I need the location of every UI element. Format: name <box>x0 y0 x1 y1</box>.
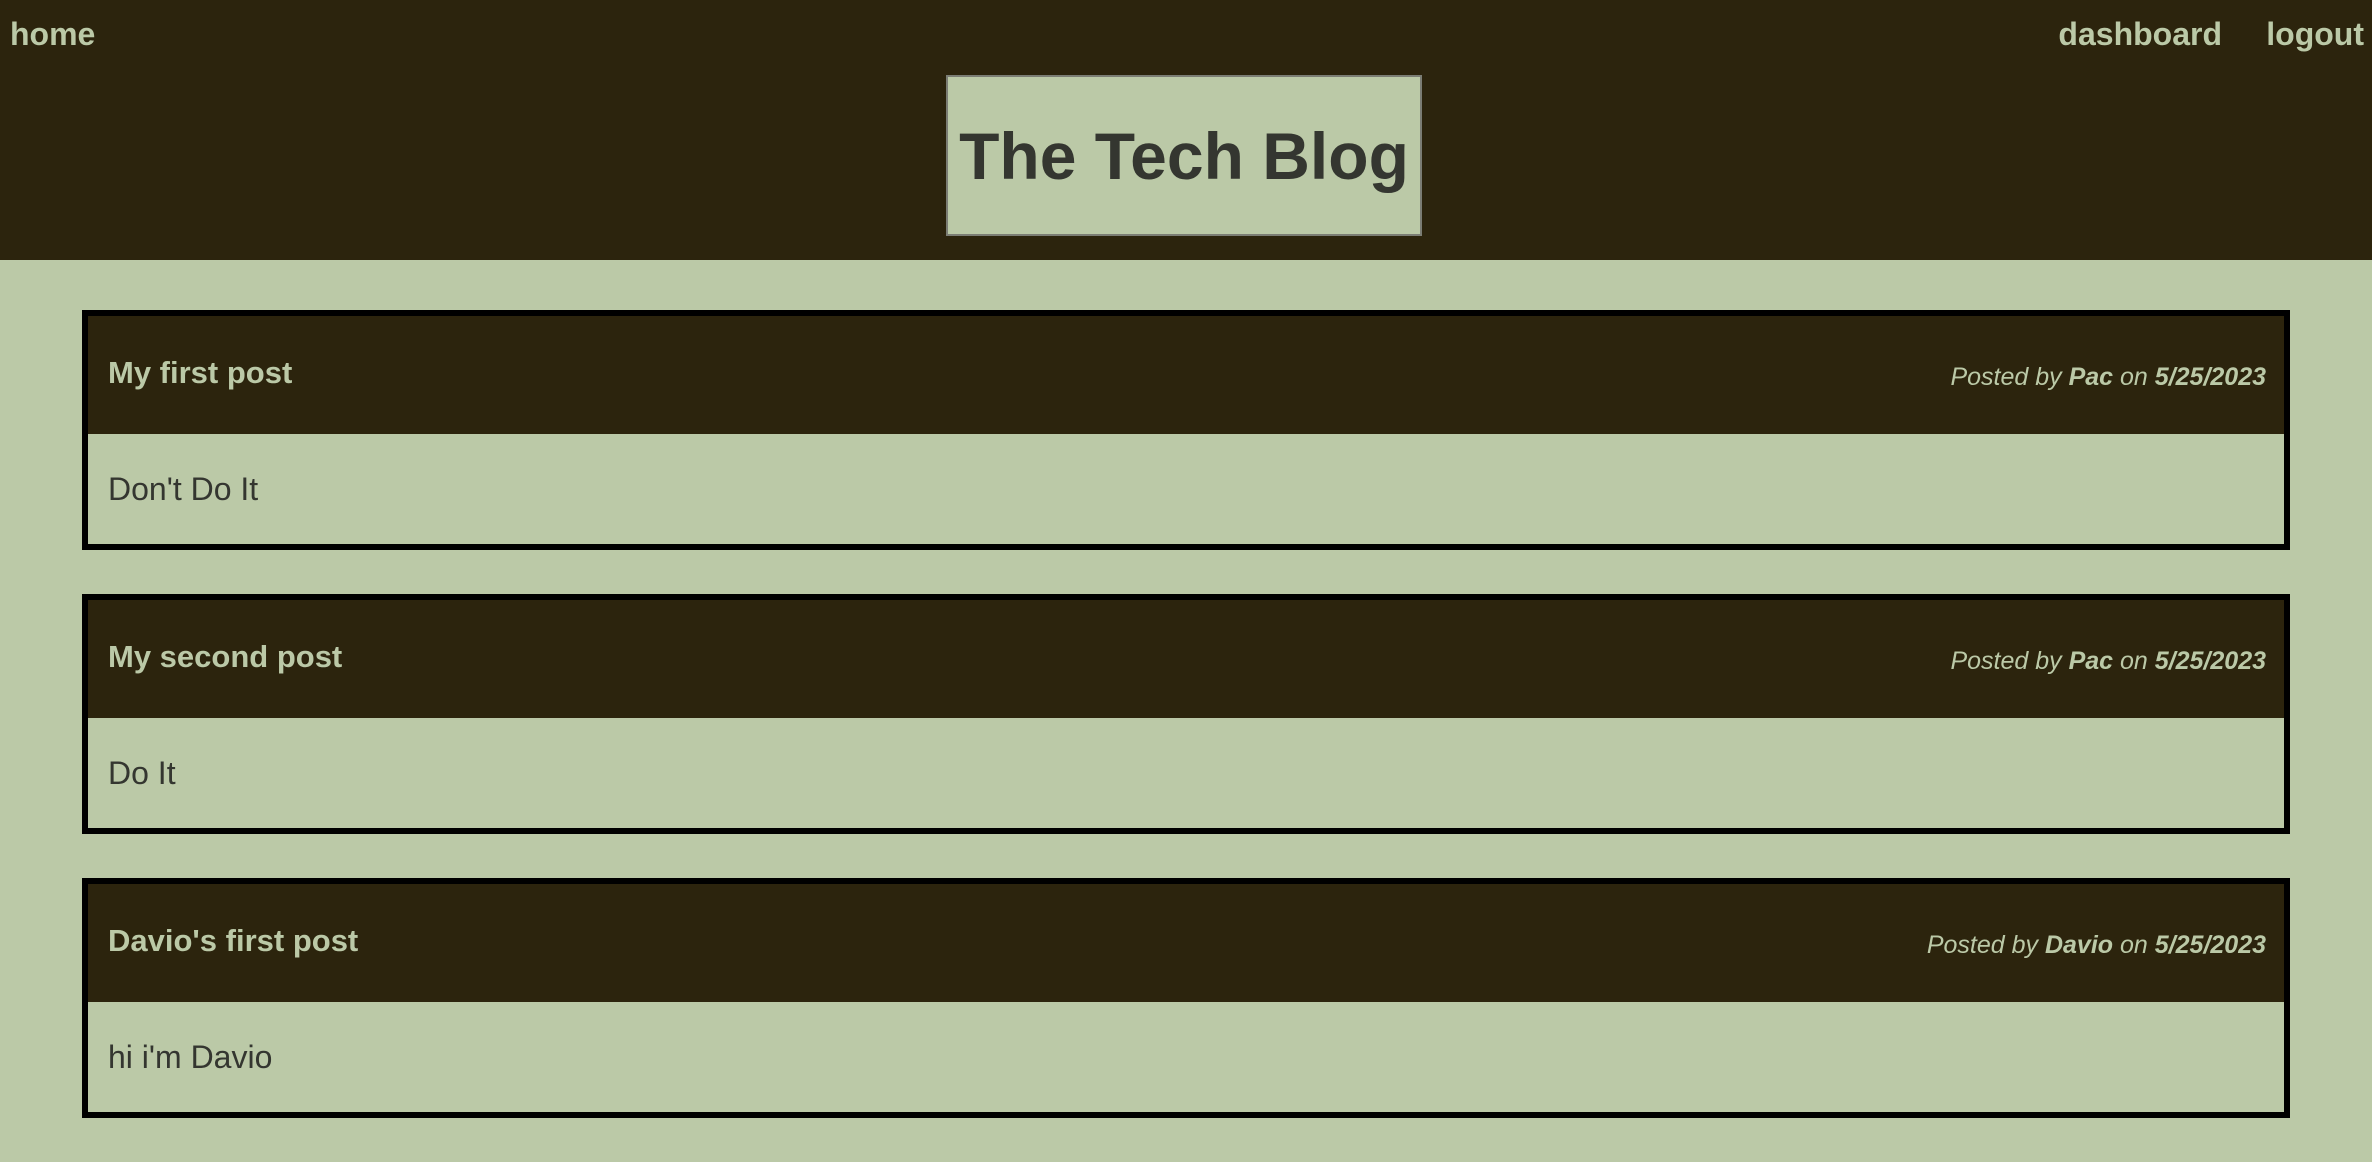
nav-logout-link[interactable]: logout <box>2266 16 2364 52</box>
post-author: Pac <box>2068 646 2114 675</box>
post-author: Pac <box>2068 362 2114 391</box>
post-content: Don't Do It <box>108 470 259 507</box>
posted-by-label: Posted by <box>1950 362 2062 391</box>
site-header: home dashboard logout The Tech Blog <box>0 0 2372 260</box>
post-title: My second post <box>108 639 343 674</box>
post-author: Davio <box>2044 930 2114 959</box>
post-date: 5/25/2023 <box>2154 930 2266 959</box>
site-title-box: The Tech Blog <box>946 75 1422 236</box>
post-card[interactable]: Davio's first post Posted by Davio on 5/… <box>82 878 2290 1118</box>
post-card[interactable]: My second post Posted by Pac on 5/25/202… <box>82 594 2290 834</box>
posted-by-label: Posted by <box>1950 646 2062 675</box>
post-date: 5/25/2023 <box>2154 646 2266 675</box>
post-header: My first post Posted by Pac on 5/25/2023 <box>88 316 2284 434</box>
post-content: hi i'm Davio <box>108 1038 273 1075</box>
post-content: Do It <box>108 754 176 791</box>
post-title: My first post <box>108 355 293 390</box>
post-meta: Posted by Pac on 5/25/2023 <box>1950 363 2266 392</box>
post-title: Davio's first post <box>108 923 359 958</box>
site-title: The Tech Blog <box>959 118 1409 193</box>
post-meta: Posted by Davio on 5/25/2023 <box>1927 931 2266 960</box>
post-header: Davio's first post Posted by Davio on 5/… <box>88 884 2284 1002</box>
on-label: on <box>2120 646 2148 675</box>
post-date: 5/25/2023 <box>2154 362 2266 391</box>
post-meta: Posted by Pac on 5/25/2023 <box>1950 647 2266 676</box>
on-label: on <box>2120 362 2148 391</box>
post-card[interactable]: My first post Posted by Pac on 5/25/2023… <box>82 310 2290 550</box>
post-header: My second post Posted by Pac on 5/25/202… <box>88 600 2284 718</box>
posted-by-label: Posted by <box>1926 930 2039 959</box>
nav-home-link[interactable]: home <box>10 16 96 52</box>
nav-dashboard-link[interactable]: dashboard <box>2058 16 2222 52</box>
on-label: on <box>2120 930 2148 959</box>
post-list: My first post Posted by Pac on 5/25/2023… <box>82 310 2290 1162</box>
